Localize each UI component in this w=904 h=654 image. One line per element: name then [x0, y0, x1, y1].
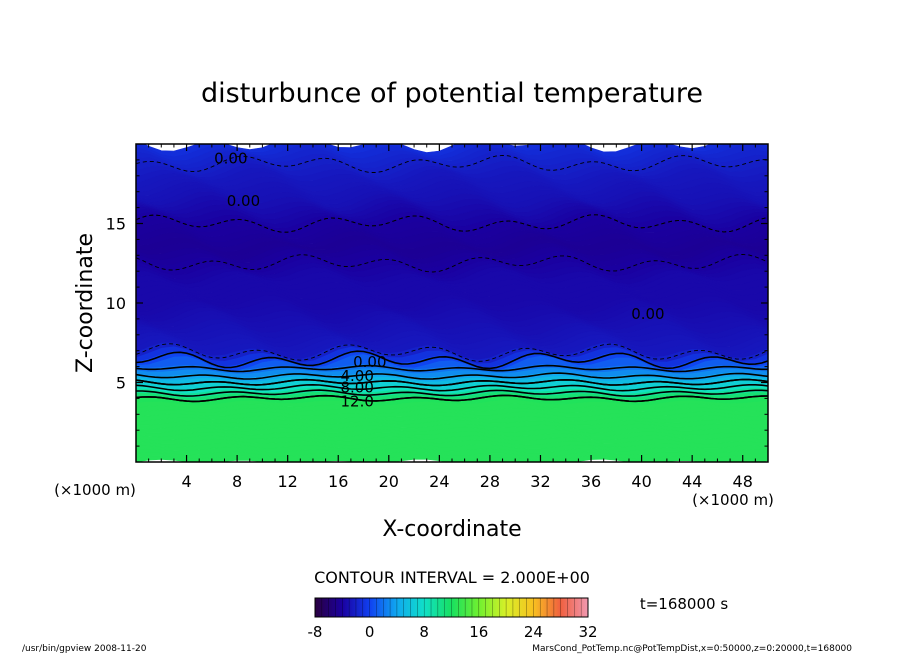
colorbar-tick-label: 24	[524, 623, 543, 641]
y-tick-label: 5	[116, 374, 126, 393]
contour-line	[136, 343, 768, 362]
contour-lines	[136, 154, 768, 403]
time-label: t=168000 s	[640, 595, 728, 613]
x-tick-label: 44	[682, 472, 702, 491]
footer-left: /usr/bin/gpview 2008-11-20	[22, 644, 147, 654]
y-axis-label: Z-coordinate	[73, 233, 98, 373]
y-tick-label: 15	[106, 215, 126, 234]
y-axis: 5 10 15	[106, 159, 768, 447]
x-axis-label: X-coordinate	[382, 517, 521, 542]
contour-label: 0.00	[227, 192, 260, 210]
x-unit-right: (×1000 m)	[692, 491, 774, 509]
x-tick-label: 4	[181, 472, 191, 491]
contour-line	[136, 389, 768, 397]
contour-line	[136, 154, 768, 173]
contour-line	[136, 253, 768, 273]
x-axis: 4 8 12 16 20 24 28 32 36 40 44 48	[148, 144, 756, 491]
contour-line	[136, 378, 768, 387]
x-tick-label: 24	[429, 472, 449, 491]
x-tick-label: 36	[581, 472, 601, 491]
contour-line	[136, 364, 768, 373]
x-tick-label: 16	[328, 472, 348, 491]
colorbar-tick-label: 16	[469, 623, 488, 641]
contour-line	[136, 394, 768, 403]
contour-label: 0.00	[353, 353, 386, 371]
contour-label: 4.00	[340, 367, 373, 385]
x-tick-label: 8	[232, 472, 242, 491]
contour-label: 8.00	[340, 378, 373, 396]
colorbar-tick-label: 32	[578, 623, 597, 641]
chart-title: disturbunce of potential temperature	[201, 78, 703, 109]
colorbar-ticks: -8 0 8 16 24 32	[308, 598, 598, 641]
x-tick-label: 40	[631, 472, 651, 491]
x-tick-label: 48	[733, 472, 753, 491]
contour-label: 12.0	[340, 393, 373, 411]
x-tick-label: 28	[480, 472, 500, 491]
contour-label: 0.00	[214, 149, 247, 167]
contour-line	[136, 214, 768, 233]
contour-line	[136, 383, 768, 392]
x-unit-left: (×1000 m)	[54, 481, 136, 499]
colorbar-tick-label: -8	[308, 623, 323, 641]
x-tick-label: 32	[530, 472, 550, 491]
x-tick-label: 20	[379, 472, 399, 491]
x-tick-label: 12	[278, 472, 298, 491]
contour-line	[136, 350, 768, 370]
colorbar-tick-label: 8	[419, 623, 429, 641]
shaded-bands	[136, 144, 768, 462]
contour-interval: CONTOUR INTERVAL = 2.000E+00	[314, 568, 590, 587]
colorbar-tick-label: 0	[365, 623, 375, 641]
footer-right: MarsCond_PotTemp.nc@PotTempDist,x=0:5000…	[532, 644, 852, 654]
contour-line	[136, 372, 768, 380]
contour-label: 0.00	[631, 305, 664, 323]
y-tick-label: 10	[106, 294, 126, 313]
